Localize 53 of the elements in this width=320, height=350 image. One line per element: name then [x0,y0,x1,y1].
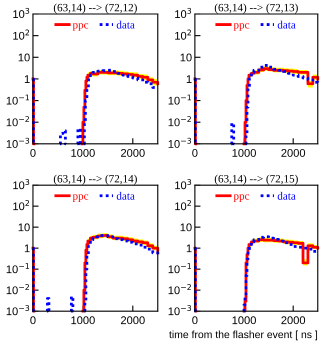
y-tick-label: 10$^{3}$ [13,179,30,190]
y-tick-label: 1 [24,244,30,252]
legend-label: ppc [72,194,88,202]
y-tick-label: 1 [186,75,192,83]
y-tick-label: 10$^{−2}$ [168,284,191,294]
x-tick-label: 1000 [232,149,256,157]
y-tick-label: 10 [18,223,30,232]
legend-label: data [278,192,296,200]
y-tick-label: 10$^{−2}$ [168,116,191,126]
y-tick-label: 10$^{−1}$ [168,94,191,105]
y-tick-label: 10$^{2}$ [13,200,30,210]
chart-title: (63,14) --> (72,12) [54,4,137,14]
chart-title: (63,14) --> (72,13) [214,4,298,14]
y-tick-label: 10$^{3}$ [175,8,192,18]
legend-label: data [116,20,135,29]
y-tick-label: 10$^{2}$ [175,200,191,210]
y-tick-label: 10$^{2}$ [13,30,30,40]
text: ppc [234,23,250,31]
y-tick-label: 10 [180,223,192,232]
legend-label: ppc [72,23,88,31]
y-tick-label: 10 [18,54,30,62]
y-tick-label: 10$^{3}$ [13,8,30,18]
y-tick-label: 10 [180,54,192,62]
y-tick-label: 10$^{−1}$ [6,263,30,274]
y-tick-label: 10$^{−3}$ [168,305,192,316]
legend-label: data [278,20,296,29]
x-tick-label: 0 [30,316,36,324]
x-tick-label: 1000 [71,316,95,324]
x-tick-label: 0 [192,316,198,324]
y-tick-label: 10$^{−2}$ [6,116,29,126]
y-tick-label: 10$^{−3}$ [6,305,30,316]
y-tick-label: 10$^{3}$ [175,179,192,190]
y-tick-label: 1 [186,244,192,252]
chart-title: (63,14) --> (72,14) [54,174,137,185]
text: ppc [234,194,250,202]
y-tick-label: 10$^{2}$ [175,30,191,40]
x-tick-label: 2000 [121,149,145,157]
x-tick-label: 2000 [121,316,145,324]
y-tick-label: 10$^{−2}$ [6,284,29,294]
y-tick-label: 10$^{−1}$ [6,94,30,105]
x-tick-label: 0 [30,149,36,157]
x-tick-label: 1000 [71,149,95,157]
x-tick-label: 1000 [232,316,256,324]
y-tick-label: 10$^{−1}$ [168,263,191,274]
chart-title: (63,14) --> (72,15) [214,174,298,185]
x-tick-label: 2000 [281,316,306,324]
x-tick-label: 2000 [281,149,306,157]
x-axis-title: time from the flasher event [ ns ] [169,330,318,340]
y-tick-label: 10$^{−3}$ [6,138,30,148]
y-tick-label: 10$^{−3}$ [168,138,192,148]
legend-label: data [116,192,135,200]
x-tick-label: 0 [192,149,198,157]
y-tick-label: 1 [24,75,30,83]
